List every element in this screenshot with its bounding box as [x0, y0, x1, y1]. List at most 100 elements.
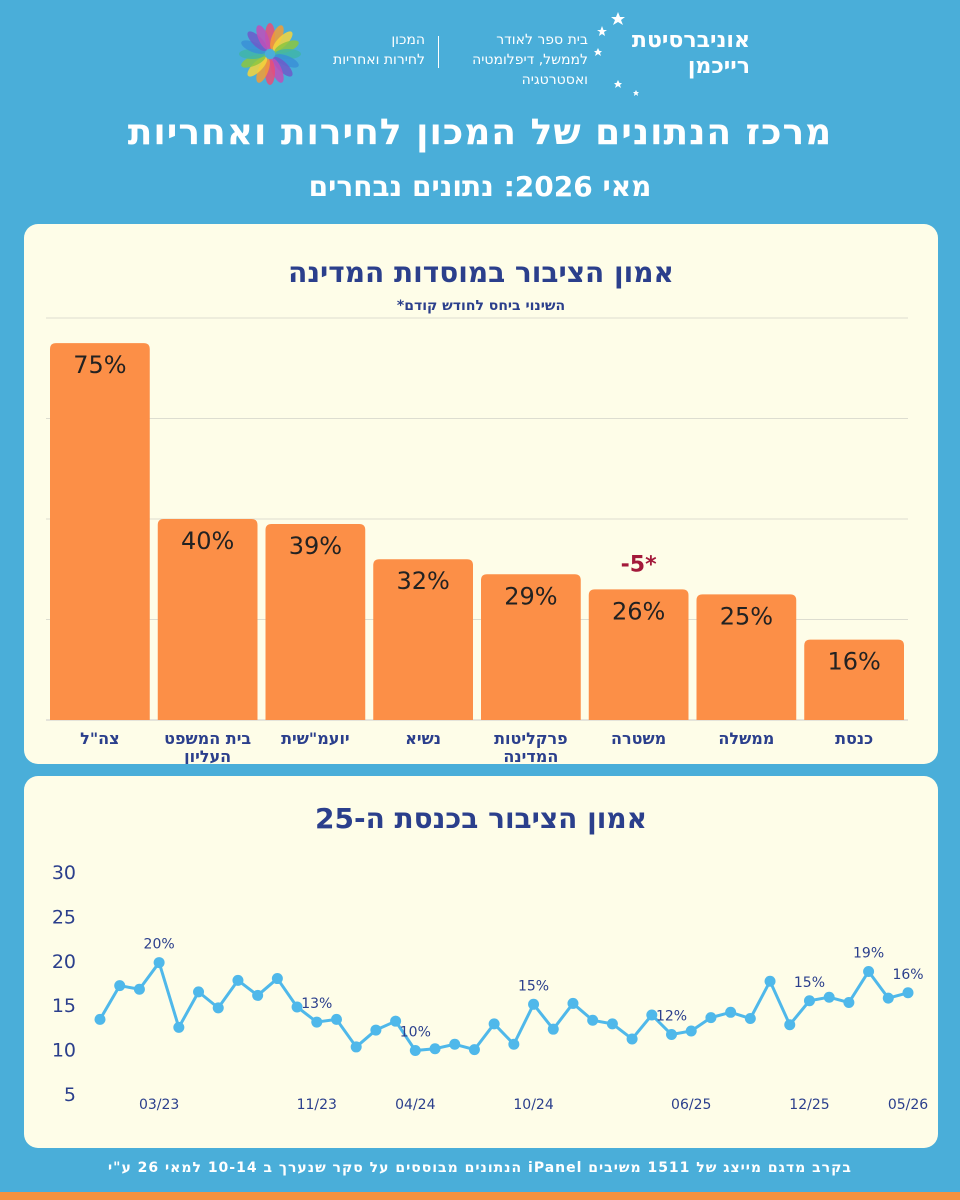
logo-petal [272, 56, 293, 77]
x-tick-label: 06/25 [671, 1097, 711, 1113]
university-line2: רייכמן [687, 54, 750, 79]
bar-value-label: 40% [181, 527, 234, 555]
data-point [468, 1044, 480, 1056]
data-point [291, 1001, 303, 1013]
y-tick-label: 15 [52, 995, 76, 1017]
data-point [567, 997, 579, 1009]
series-line [98, 961, 909, 1052]
logo-petal [256, 58, 270, 83]
data-point [725, 1006, 737, 1018]
data-point [409, 1044, 421, 1056]
bar-value-label: 26% [612, 597, 665, 625]
bar [157, 519, 258, 720]
point-label: 15% [794, 975, 825, 991]
header-divider [438, 36, 439, 68]
line-chart-card: אמון הציבור בכנסת ה-25 5 10 15 20 25 30 03/23 1… [24, 776, 938, 1148]
y-tick-label: 5 [64, 1084, 76, 1106]
data-point [193, 986, 205, 998]
institute-logo-icon [238, 22, 302, 86]
bar-chart-note: *השינוי ביחס לחודש קודם [396, 298, 566, 314]
bar-chart-title: אמון הציבור במוסדות המדינה [288, 256, 674, 289]
school-line2: לממשל, דיפלומטיה [472, 52, 588, 68]
bar-category-label: בית המשפט [164, 729, 251, 748]
y-tick-label: 10 [52, 1040, 76, 1062]
data-point [232, 974, 244, 986]
header: המכון לחירות ואחריות בית ספר לאודר לממשל… [0, 0, 960, 110]
point-label: 19% [853, 945, 884, 961]
line-chart: 5 10 15 20 25 30 03/23 11/23 04/24 10/24 06/25 12/2… [52, 862, 928, 1113]
institute-line2: לחירות ואחריות [333, 52, 425, 68]
institute-name: המכון לחירות ואחריות [285, 30, 425, 70]
school-line1: בית ספר לאודר [496, 32, 588, 48]
institute-line1: המכון [391, 32, 425, 48]
data-point [311, 1016, 323, 1028]
data-point [803, 995, 815, 1007]
data-point [646, 1009, 658, 1021]
x-tick-label: 11/23 [297, 1097, 337, 1113]
page-title: מרכז הנתונים של המכון לחירות ואחריות [127, 112, 833, 153]
data-point [863, 965, 875, 977]
data-point [587, 1014, 599, 1026]
data-point [764, 975, 776, 987]
logo-petal [272, 31, 293, 52]
bar-change-annotation: -5* [621, 552, 657, 577]
point-label: 15% [518, 978, 549, 994]
data-point [153, 957, 165, 969]
data-point [429, 1043, 441, 1055]
point-label: 12% [656, 1009, 687, 1025]
data-point [114, 980, 126, 992]
data-point [685, 1025, 697, 1037]
bar-value-label: 32% [396, 567, 449, 595]
data-point [528, 998, 540, 1010]
data-point [330, 1013, 342, 1025]
data-point [449, 1038, 461, 1050]
x-tick-label: 05/26 [888, 1097, 928, 1113]
data-point [390, 1015, 402, 1027]
logo-petal [270, 25, 284, 50]
data-point [626, 1033, 638, 1045]
point-label: 13% [301, 996, 332, 1012]
school-line3: ואסטרטגיה [521, 72, 588, 88]
data-point [173, 1021, 185, 1033]
data-point [823, 991, 835, 1003]
data-point [784, 1019, 796, 1031]
bar [50, 343, 150, 720]
bar [373, 559, 473, 720]
y-tick-label: 25 [52, 906, 76, 928]
stars-icon [594, 12, 639, 96]
data-point [212, 1002, 224, 1014]
data-point [488, 1018, 500, 1030]
logo-petal [247, 31, 268, 52]
footer-note: הנתונים מבוססים על סקר שנערך ב 10-14 למא… [108, 1160, 852, 1176]
line-chart-title: אמון הציבור בכנסת ה-25 [314, 802, 648, 835]
point-label: 16% [892, 967, 923, 983]
bar-category-label: ממשלה [718, 729, 774, 748]
data-point [705, 1012, 717, 1024]
university-logo: אוניברסיטת רייכמן [590, 6, 750, 102]
bar-category-label: צה"ל [80, 729, 119, 748]
x-tick-label: 12/25 [789, 1097, 829, 1113]
data-point [666, 1029, 678, 1041]
y-tick-label: 30 [52, 862, 76, 884]
logo-petal [274, 54, 299, 68]
point-label: 20% [144, 937, 175, 953]
bar-category-label: כנסת [835, 729, 873, 748]
bar-category-label: נשיא [405, 729, 441, 748]
page-subtitle: מאי 2026: נתונים נבחרים [308, 170, 652, 203]
x-tick-label: 03/23 [139, 1097, 179, 1113]
bar [804, 639, 904, 720]
y-tick-label: 20 [52, 951, 76, 973]
bar-category-label: משטרה [611, 729, 666, 748]
bar-value-label: 16% [827, 648, 880, 676]
bar-value-label: 39% [289, 532, 342, 560]
data-point [843, 997, 855, 1009]
bar [481, 574, 581, 720]
bar-category-label: יועמ"שית [281, 729, 350, 748]
data-point [271, 973, 283, 985]
x-tick-label: 10/24 [513, 1097, 553, 1113]
data-point [94, 1013, 106, 1025]
x-tick-label: 04/24 [395, 1097, 435, 1113]
data-point [133, 983, 145, 995]
bar-category-label: המדינה [503, 747, 558, 764]
